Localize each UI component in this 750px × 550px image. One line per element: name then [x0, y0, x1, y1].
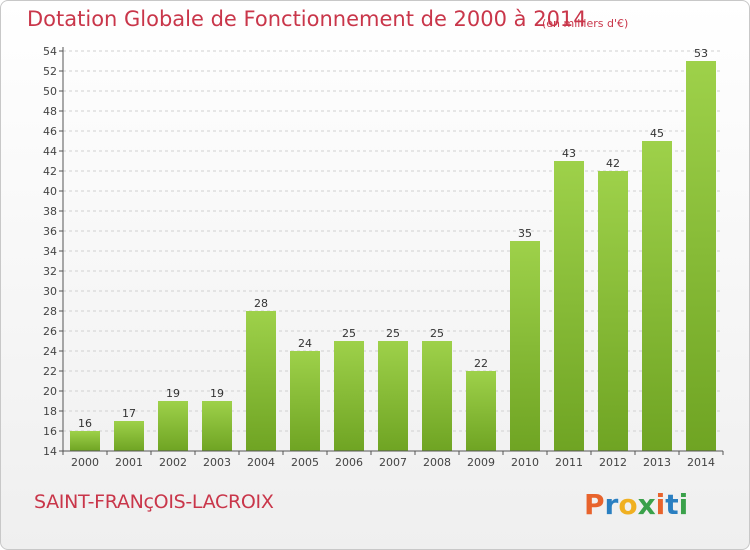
y-tick-label: 46: [43, 125, 57, 138]
chart-title: Dotation Globale de Fonctionnement de 20…: [27, 7, 587, 31]
y-tick-label: 48: [43, 105, 57, 118]
unit-label: (en milliers d'€): [542, 17, 629, 30]
data-label-2007: 25: [386, 327, 400, 340]
logo-letter: r: [604, 488, 619, 521]
y-tick-label: 26: [43, 325, 57, 338]
gridlines: [63, 50, 723, 452]
logo-letter: t: [665, 488, 679, 521]
x-tick-label-2007: 2007: [379, 456, 407, 469]
x-tick-label-2000: 2000: [71, 456, 99, 469]
bar-2007: [378, 341, 408, 451]
x-tick-label-2014: 2014: [687, 456, 715, 469]
data-label-2001: 17: [122, 407, 136, 420]
y-tick-label: 18: [43, 405, 57, 418]
x-tick-label-2008: 2008: [423, 456, 451, 469]
y-tick-label: 14: [43, 445, 57, 458]
axes: 14 16 18 20 22 24 26 28 30 32 34 36 38 40 42 44 46 48 50 52…: [43, 45, 724, 469]
y-tick-label: 24: [43, 345, 57, 358]
data-label-2003: 19: [210, 387, 224, 400]
logo-letter: i: [678, 488, 689, 521]
y-tick-label: 38: [43, 205, 57, 218]
y-tick-label: 44: [43, 145, 57, 158]
y-tick-label: 52: [43, 65, 57, 78]
bar-2001: [114, 421, 144, 451]
data-label-2011: 43: [562, 147, 576, 160]
data-label-2009: 22: [474, 357, 488, 370]
data-label-2002: 19: [166, 387, 180, 400]
bar-2005: [290, 351, 320, 451]
bar-2002: [158, 401, 188, 451]
bar-2006: [334, 341, 364, 451]
x-tick-label-2003: 2003: [203, 456, 231, 469]
proxiti-logo: Proxiti: [584, 488, 688, 521]
bars: 16 17 19 19 28 24 25 25 25 22 35 43 42 45 53: [70, 47, 716, 451]
data-label-2000: 16: [78, 417, 92, 430]
bar-2000: [70, 431, 100, 451]
logo-letter: o: [618, 488, 638, 521]
x-tick-label-2011: 2011: [555, 456, 583, 469]
data-label-2004: 28: [254, 297, 268, 310]
x-tick-label-2001: 2001: [115, 456, 143, 469]
bar-2004: [246, 311, 276, 451]
data-label-2014: 53: [694, 47, 708, 60]
y-tick-label: 50: [43, 85, 57, 98]
x-tick-label-2010: 2010: [511, 456, 539, 469]
logo-letter: i: [655, 488, 666, 521]
data-label-2010: 35: [518, 227, 532, 240]
bar-2009: [466, 371, 496, 451]
data-label-2005: 24: [298, 337, 312, 350]
data-label-2013: 45: [650, 127, 664, 140]
data-label-2008: 25: [430, 327, 444, 340]
data-label-2012: 42: [606, 157, 620, 170]
bar-2013: [642, 141, 672, 451]
x-tick-label-2002: 2002: [159, 456, 187, 469]
y-tick-label: 34: [43, 245, 57, 258]
bar-2003: [202, 401, 232, 451]
y-tick-label: 40: [43, 185, 57, 198]
y-tick-label: 36: [43, 225, 57, 238]
data-label-2006: 25: [342, 327, 356, 340]
x-tick-label-2009: 2009: [467, 456, 495, 469]
bar-2008: [422, 341, 452, 451]
x-tick-label-2012: 2012: [599, 456, 627, 469]
x-tick-label-2005: 2005: [291, 456, 319, 469]
x-tick-label-2006: 2006: [335, 456, 363, 469]
y-tick-label: 42: [43, 165, 57, 178]
logo-letter: x: [637, 488, 656, 521]
y-tick-label: 54: [43, 45, 57, 58]
y-tick-label: 22: [43, 365, 57, 378]
bar-2010: [510, 241, 540, 451]
y-tick-label: 32: [43, 265, 57, 278]
y-tick-label: 28: [43, 305, 57, 318]
x-tick-label-2004: 2004: [247, 456, 275, 469]
logo-letter: P: [584, 488, 605, 521]
y-tick-label: 20: [43, 385, 57, 398]
bar-2012: [598, 171, 628, 451]
x-tick-label-2013: 2013: [643, 456, 671, 469]
bar-2014: [686, 61, 716, 451]
commune-name: SAINT-FRANçOIS-LACROIX: [34, 491, 274, 513]
bar-2011: [554, 161, 584, 451]
y-tick-label: 30: [43, 285, 57, 298]
y-tick-label: 16: [43, 425, 57, 438]
